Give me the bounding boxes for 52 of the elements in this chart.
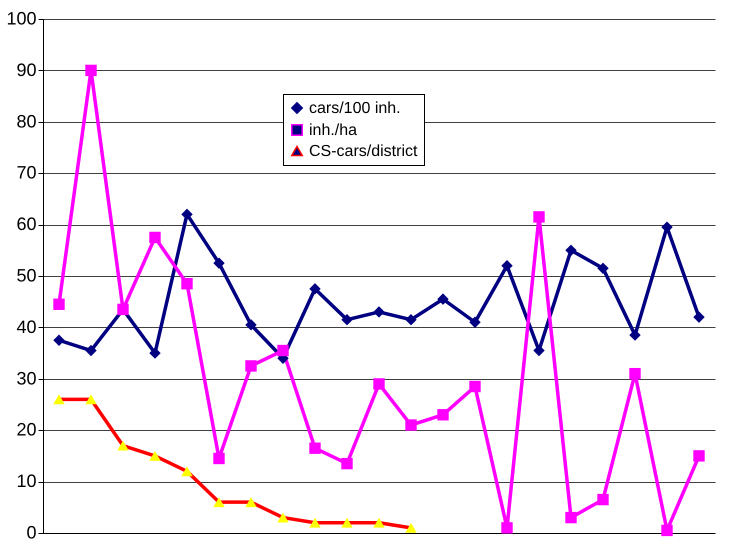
point	[629, 368, 641, 380]
point	[245, 319, 257, 331]
point	[245, 360, 257, 372]
point	[693, 450, 705, 462]
point	[85, 64, 97, 76]
point	[693, 311, 705, 323]
y-tick-label: 10	[16, 471, 36, 492]
point	[597, 262, 609, 274]
point	[437, 293, 449, 305]
y-tick-label: 60	[16, 214, 36, 234]
point	[501, 260, 513, 272]
legend-label: CS-cars/district	[309, 143, 418, 160]
point	[469, 316, 481, 328]
point	[341, 458, 353, 470]
point	[437, 409, 449, 420]
y-tick-label: 70	[16, 162, 36, 183]
y-tick-label: 100	[6, 8, 36, 28]
point	[181, 208, 193, 220]
point	[53, 334, 65, 346]
point	[341, 314, 353, 326]
legend-label: inh./ha	[309, 122, 358, 139]
point	[405, 419, 417, 431]
y-tick-label: 30	[16, 368, 36, 388]
legend-label: cars/100 inh.	[309, 100, 401, 117]
point	[53, 298, 65, 310]
point	[533, 211, 545, 223]
point	[213, 452, 225, 464]
point	[85, 344, 97, 356]
point	[661, 524, 673, 536]
y-tick-label: 50	[16, 266, 36, 286]
point	[277, 344, 289, 356]
point	[565, 244, 577, 256]
point	[597, 494, 609, 506]
y-tick-label: 0	[26, 522, 36, 542]
y-tick-label: 80	[16, 111, 36, 132]
point	[309, 283, 321, 295]
point	[373, 306, 385, 318]
point	[629, 329, 641, 341]
point	[213, 257, 225, 269]
y-tick-label: 20	[16, 420, 36, 440]
point	[501, 522, 513, 534]
point	[149, 232, 161, 244]
point	[405, 314, 417, 326]
point	[469, 380, 481, 392]
point	[533, 344, 545, 356]
y-tick-label: 40	[16, 316, 36, 337]
y-tick-label: 90	[16, 60, 36, 80]
point	[309, 442, 321, 454]
point	[181, 278, 193, 290]
point	[565, 512, 577, 524]
point	[149, 347, 161, 359]
point	[373, 378, 385, 390]
